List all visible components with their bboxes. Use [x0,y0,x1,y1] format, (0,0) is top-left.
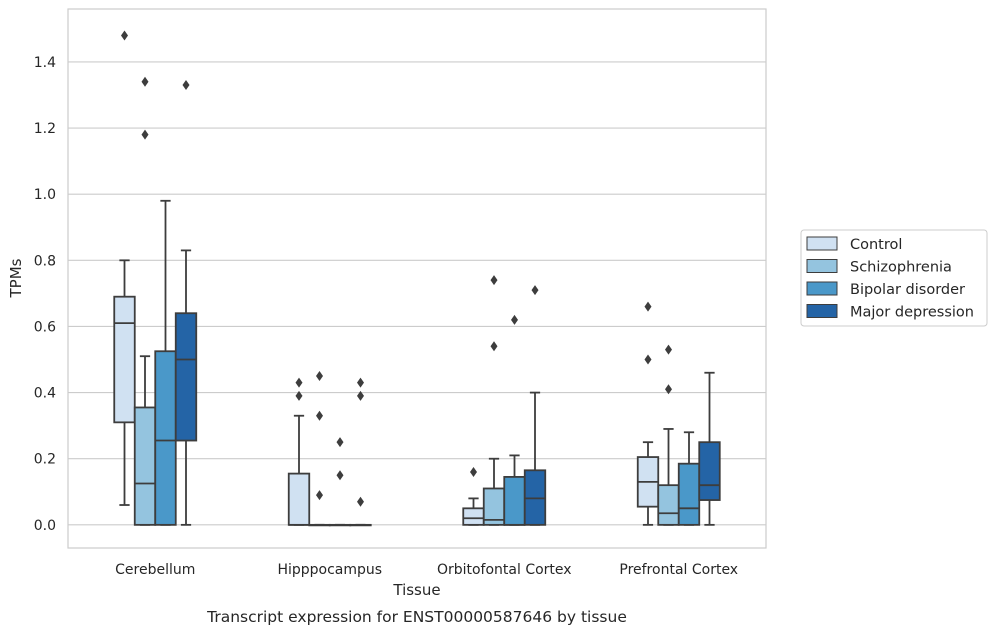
box [113,295,136,424]
y-tick-label: 0.0 [34,518,56,534]
outlier-point [531,285,539,296]
outlier-point [295,377,303,388]
box [657,484,680,526]
outlier-point [357,390,364,401]
chart-caption: Transcript expression for ENST0000058764… [206,608,627,626]
box-group [523,285,547,526]
outlier-point [644,301,652,312]
box-group [174,80,198,526]
outlier-point [490,275,498,286]
box [462,507,485,526]
outlier-point [141,129,149,140]
x-tick-label: Cerebellum [115,562,195,578]
box-group [328,437,352,527]
outlier-point [295,390,303,401]
box [154,350,177,526]
legend-swatch [806,236,838,251]
outlier-point [644,354,652,365]
legend-label: Control [850,237,902,253]
x-tick-label: Hipppocampus [277,562,382,578]
box [133,406,157,526]
boxes-layer [113,30,721,527]
outlier-point [316,410,323,421]
outlier-point [316,371,323,382]
outlier-point [470,466,477,477]
y-tick-label: 0.2 [34,452,56,468]
box-group [154,199,177,526]
y-tick-label: 0.6 [34,319,56,335]
legend-label: Bipolar disorder [850,282,965,298]
box-group [113,30,136,506]
legend-frame [800,229,988,327]
x-tick-label: Orbitofontal Cortex [437,562,572,578]
box-group [133,76,157,526]
y-axis-label: TPMs [7,258,25,298]
legend-swatch [806,259,838,273]
box-group [462,466,485,526]
box-group [482,275,506,526]
x-tick-label: Prefrontal Cortex [619,562,738,578]
outlier-point [490,341,498,352]
x-axis-ticks: Cerebellum Hipppocampus Orbitofontal Corte… [115,562,738,578]
y-tick-label: 1.2 [34,121,56,137]
outlier-point [336,470,344,481]
outlier-point [357,496,364,507]
outlier-point [665,384,672,395]
legend-label: Major depression [850,305,974,321]
outlier-point [182,80,190,91]
box [503,476,526,526]
box-group [636,301,660,526]
y-tick-label: 1.0 [34,187,56,203]
x-axis-label: Tissue [392,581,440,599]
y-tick-label: 0.4 [34,386,56,402]
legend-swatch [806,304,838,318]
box [174,312,198,442]
box-group [657,344,680,526]
box-group [698,371,721,526]
box [698,441,721,501]
box [677,462,701,526]
box-group [308,371,331,527]
box-group [503,314,526,526]
legend: Control Schizophrenia Bipolar disorder Majo… [800,229,988,327]
outlier-point [316,490,323,501]
outlier-point [141,76,149,87]
legend-label: Schizophrenia [850,260,952,276]
box [287,472,311,526]
box-group [677,431,701,526]
outlier-point [121,30,128,41]
legend-swatch [806,281,838,296]
y-tick-label: 0.8 [34,253,56,269]
box-group [287,377,311,526]
plot-frame [67,8,767,549]
box-group [349,377,372,527]
outlier-point [336,437,344,448]
outlier-point [511,314,518,325]
y-tick-label: 1.4 [34,55,56,71]
y-axis-ticks: 0.0 0.2 0.4 0.6 0.8 1.0 1.2 1.4 [34,55,56,534]
outlier-point [357,377,364,388]
outlier-point [665,344,672,355]
